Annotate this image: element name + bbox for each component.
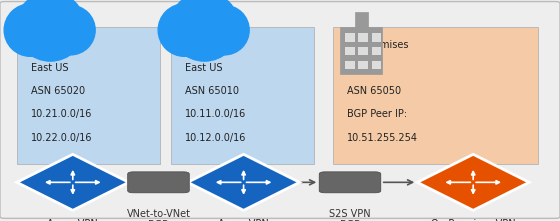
Text: East US: East US (185, 63, 222, 73)
Ellipse shape (4, 4, 57, 56)
FancyBboxPatch shape (128, 172, 189, 193)
Polygon shape (417, 154, 529, 210)
Text: On-Premises VPN: On-Premises VPN (431, 219, 516, 221)
FancyBboxPatch shape (372, 47, 381, 55)
FancyBboxPatch shape (340, 27, 382, 74)
FancyBboxPatch shape (355, 12, 367, 27)
Ellipse shape (200, 5, 249, 55)
FancyBboxPatch shape (345, 61, 355, 69)
Ellipse shape (193, 1, 236, 44)
Text: BGP Peer IP:: BGP Peer IP: (347, 109, 407, 119)
Text: East US: East US (31, 63, 68, 73)
FancyBboxPatch shape (345, 47, 355, 55)
Text: TestVNet2: TestVNet2 (31, 40, 80, 50)
Ellipse shape (175, 0, 221, 44)
Ellipse shape (46, 5, 95, 55)
Text: ASN 65050: ASN 65050 (347, 86, 402, 96)
FancyBboxPatch shape (358, 61, 368, 69)
Ellipse shape (39, 1, 82, 44)
FancyBboxPatch shape (358, 47, 368, 55)
Text: Site 5: Site 5 (347, 63, 375, 73)
Text: S2S VPN
BGP: S2S VPN BGP (329, 209, 371, 221)
FancyBboxPatch shape (171, 27, 314, 164)
Text: 10.21.0.0/16: 10.21.0.0/16 (31, 109, 92, 119)
Text: ASN 65010: ASN 65010 (185, 86, 239, 96)
Text: Azure VPN: Azure VPN (48, 219, 98, 221)
Ellipse shape (21, 0, 67, 44)
Text: VNet-to-VNet
BGP: VNet-to-VNet BGP (127, 209, 190, 221)
Text: ASN 65020: ASN 65020 (31, 86, 85, 96)
Polygon shape (188, 154, 300, 210)
Text: TestVNet1: TestVNet1 (185, 40, 234, 50)
FancyBboxPatch shape (0, 2, 560, 218)
FancyBboxPatch shape (17, 27, 160, 164)
Text: 10.51.255.254: 10.51.255.254 (347, 133, 418, 143)
Polygon shape (17, 154, 129, 210)
Ellipse shape (158, 4, 211, 56)
FancyBboxPatch shape (333, 27, 538, 164)
FancyBboxPatch shape (345, 34, 355, 42)
Text: 10.22.0.0/16: 10.22.0.0/16 (31, 133, 92, 143)
Ellipse shape (16, 0, 85, 61)
Text: 10.12.0.0/16: 10.12.0.0/16 (185, 133, 246, 143)
Text: Azure VPN: Azure VPN (218, 219, 269, 221)
Text: On-Premises: On-Premises (347, 40, 409, 50)
FancyBboxPatch shape (372, 34, 381, 42)
Ellipse shape (170, 0, 239, 61)
FancyBboxPatch shape (319, 172, 381, 193)
Text: 10.11.0.0/16: 10.11.0.0/16 (185, 109, 246, 119)
FancyBboxPatch shape (358, 34, 368, 42)
FancyBboxPatch shape (372, 61, 381, 69)
